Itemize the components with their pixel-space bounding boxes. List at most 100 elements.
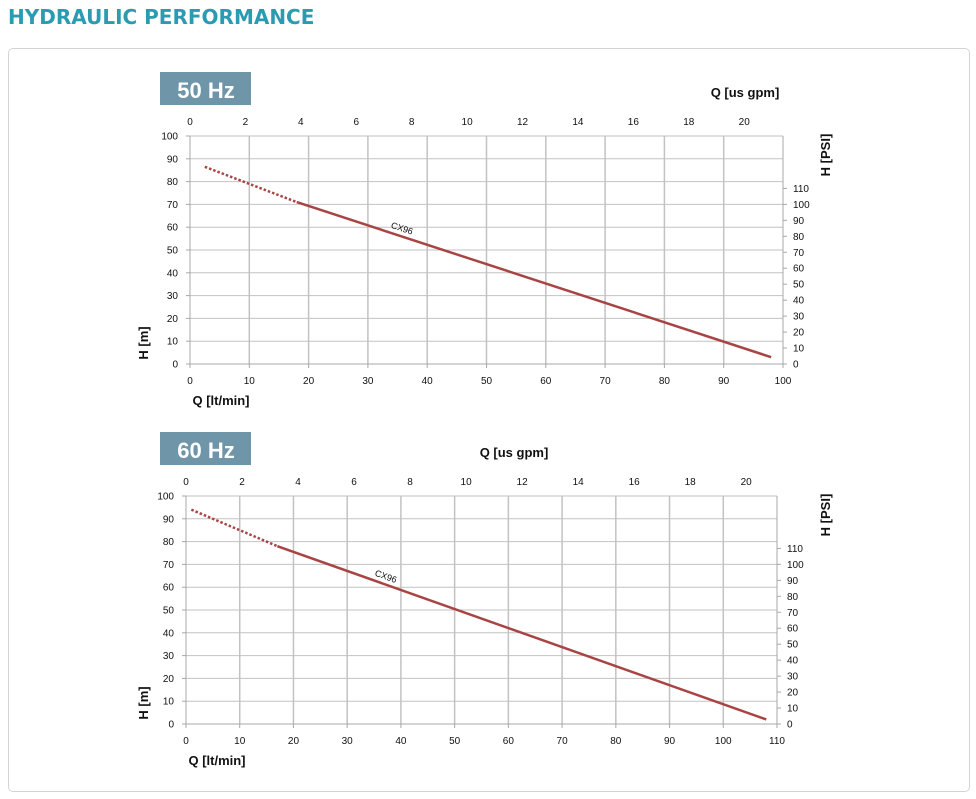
x2-tick-label: 6 (353, 117, 359, 128)
y-tick-label: 20 (163, 674, 175, 685)
y-tick-label: 90 (163, 514, 175, 525)
y-tick-label: 30 (163, 651, 175, 662)
x2-tick-label: 8 (407, 477, 413, 488)
y-tick-label: 10 (163, 697, 175, 708)
x-tick-label: 90 (718, 376, 730, 387)
x2-tick-label: 16 (629, 477, 641, 488)
x-tick-label: 60 (503, 736, 515, 747)
y2-tick-label: 80 (787, 592, 799, 603)
y2-axis-title: H [PSI] (818, 134, 833, 177)
curve-dotted-segment (190, 508, 278, 548)
x-tick-label: 0 (187, 376, 193, 387)
y-tick-label: 100 (157, 492, 174, 503)
frequency-badge-label: 60 Hz (177, 438, 234, 463)
x2-tick-label: 16 (628, 117, 640, 128)
x2-tick-label: 0 (183, 477, 189, 488)
x2-tick-label: 18 (683, 117, 695, 128)
y-tick-label: 90 (167, 154, 179, 165)
x-tick-label: 40 (395, 736, 407, 747)
y2-tick-label: 60 (787, 624, 799, 635)
x2-tick-label: 12 (517, 477, 529, 488)
curve-solid-segment (276, 544, 767, 721)
x2-tick-label: 10 (462, 117, 474, 128)
x-tick-label: 0 (183, 736, 189, 747)
x-tick-label: 80 (610, 736, 622, 747)
y-tick-label: 40 (163, 628, 175, 639)
y2-tick-label: 70 (787, 608, 799, 619)
y-tick-label: 0 (172, 360, 178, 371)
y2-tick-label: 110 (787, 544, 803, 555)
x-tick-label: 50 (449, 736, 461, 747)
x-tick-label: 20 (303, 376, 315, 387)
y-tick-label: 50 (163, 606, 175, 617)
y-tick-label: 20 (167, 314, 179, 325)
y-tick-label: 80 (163, 537, 175, 548)
y2-tick-label: 20 (787, 688, 799, 699)
x-tick-label: 90 (664, 736, 676, 747)
x2-tick-label: 20 (741, 477, 753, 488)
y2-tick-label: 90 (793, 216, 805, 227)
x-tick-label: 20 (288, 736, 300, 747)
y2-tick-label: 40 (793, 296, 805, 307)
x-tick-label: 70 (557, 736, 569, 747)
y2-tick-label: 0 (787, 720, 793, 731)
y-tick-label: 70 (163, 560, 175, 571)
curve-dotted-segment (204, 165, 298, 204)
x2-tick-label: 8 (409, 117, 415, 128)
x-tick-label: 30 (342, 736, 354, 747)
x2-tick-label: 6 (351, 477, 357, 488)
y-tick-label: 80 (167, 177, 179, 188)
x2-tick-label: 4 (298, 117, 304, 128)
x-tick-label: 100 (775, 376, 792, 387)
x2-tick-label: 12 (517, 117, 529, 128)
x2-tick-label: 10 (461, 477, 473, 488)
y-tick-label: 70 (167, 200, 179, 211)
x2-axis-title: Q [us gpm] (711, 85, 780, 100)
x-tick-label: 40 (422, 376, 434, 387)
x2-tick-label: 2 (239, 477, 245, 488)
x2-tick-label: 2 (243, 117, 249, 128)
y2-tick-label: 40 (787, 656, 799, 667)
y2-tick-label: 10 (793, 344, 805, 355)
x2-tick-label: 18 (685, 477, 697, 488)
x2-tick-label: 14 (572, 117, 584, 128)
y2-tick-label: 0 (793, 360, 799, 371)
x-tick-label: 70 (600, 376, 612, 387)
y-tick-label: 60 (163, 583, 175, 594)
x-axis-title: Q [lt/min] (188, 753, 245, 768)
y2-tick-label: 100 (793, 200, 810, 211)
y2-tick-label: 50 (787, 640, 799, 651)
y2-tick-label: 10 (787, 704, 799, 715)
x2-tick-label: 4 (295, 477, 301, 488)
x-tick-label: 10 (234, 736, 246, 747)
y2-tick-label: 30 (793, 312, 805, 323)
y2-tick-label: 90 (787, 576, 799, 587)
y2-axis-title: H [PSI] (818, 494, 833, 537)
x-tick-label: 80 (659, 376, 671, 387)
x2-tick-label: 0 (187, 117, 193, 128)
y2-tick-label: 110 (793, 184, 809, 195)
x-tick-label: 100 (715, 736, 732, 747)
y-tick-label: 0 (168, 720, 174, 731)
x-axis-title: Q [lt/min] (192, 393, 249, 408)
y-tick-label: 40 (167, 268, 179, 279)
x-tick-label: 10 (244, 376, 256, 387)
y2-tick-label: 100 (787, 560, 804, 571)
x2-axis-title: Q [us gpm] (480, 445, 549, 460)
y2-tick-label: 80 (793, 232, 805, 243)
x2-tick-label: 14 (573, 477, 585, 488)
chart-panel (8, 48, 970, 792)
x2-tick-label: 20 (739, 117, 751, 128)
x-tick-label: 30 (362, 376, 374, 387)
y-tick-label: 100 (161, 132, 178, 143)
chart-2: 60 Hz0 10 20 30 40 50 60 70 80 90 100 1100102030405… (136, 432, 833, 768)
x-tick-label: 60 (540, 376, 552, 387)
y2-tick-label: 50 (793, 280, 805, 291)
y-axis-title: H [m] (136, 686, 151, 719)
y2-tick-label: 60 (793, 264, 805, 275)
frequency-badge-label: 50 Hz (177, 78, 234, 103)
frequency-badge (160, 72, 251, 105)
curve-solid-segment (296, 200, 772, 359)
x-tick-label: 110 (769, 736, 785, 747)
